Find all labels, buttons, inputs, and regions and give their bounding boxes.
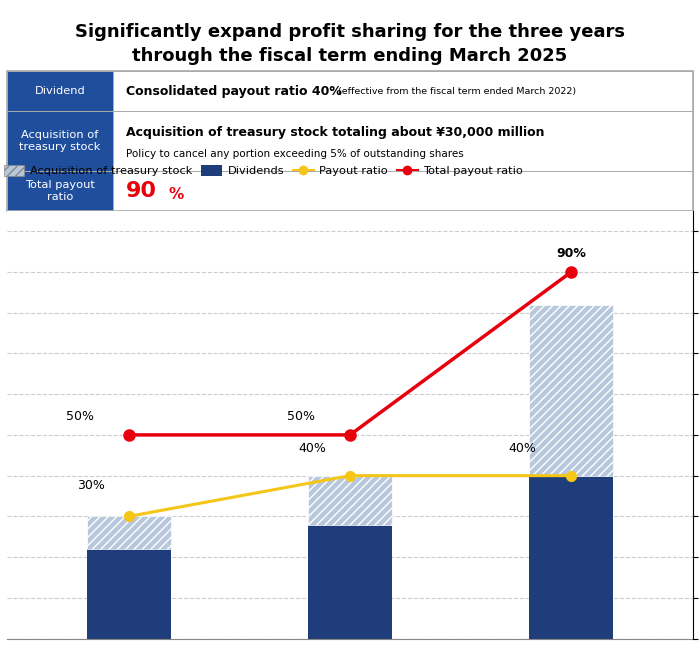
Text: 30%: 30% (77, 479, 105, 492)
Text: Consolidated payout ratio 40%: Consolidated payout ratio 40% (126, 85, 342, 98)
Bar (308, 476, 392, 525)
Text: 90%: 90% (556, 247, 586, 260)
Text: Dividend: Dividend (35, 86, 85, 96)
Text: Policy to cancel any portion exceeding 5% of outstanding shares: Policy to cancel any portion exceeding 5… (126, 149, 463, 159)
Bar (529, 476, 613, 639)
Text: 40%: 40% (509, 442, 536, 455)
Text: 50%: 50% (287, 409, 315, 422)
Bar (113, 171, 693, 211)
Text: 50%: 50% (66, 409, 94, 422)
Bar (113, 111, 693, 171)
Text: %: % (168, 187, 183, 202)
Bar (7, 71, 113, 111)
Bar (529, 305, 613, 476)
Legend: Acquisition of treasury stock, Dividends, Payout ratio, Total payout ratio: Acquisition of treasury stock, Dividends… (0, 161, 528, 181)
Bar (7, 111, 113, 171)
Text: Total payout
ratio: Total payout ratio (25, 180, 95, 202)
Text: Acquisition of
treasury stock: Acquisition of treasury stock (20, 130, 101, 152)
Text: 90: 90 (126, 181, 157, 201)
Bar (113, 71, 693, 111)
Bar (7, 171, 113, 211)
Text: Significantly expand profit sharing for the three years
through the fiscal term : Significantly expand profit sharing for … (75, 23, 625, 65)
Text: (effective from the fiscal term ended March 2022): (effective from the fiscal term ended Ma… (335, 87, 576, 96)
Text: 40%: 40% (298, 442, 326, 455)
Bar (87, 516, 171, 549)
Bar (87, 549, 171, 639)
Text: Acquisition of treasury stock totaling about ¥30,000 million: Acquisition of treasury stock totaling a… (126, 126, 544, 139)
Bar (308, 525, 392, 639)
